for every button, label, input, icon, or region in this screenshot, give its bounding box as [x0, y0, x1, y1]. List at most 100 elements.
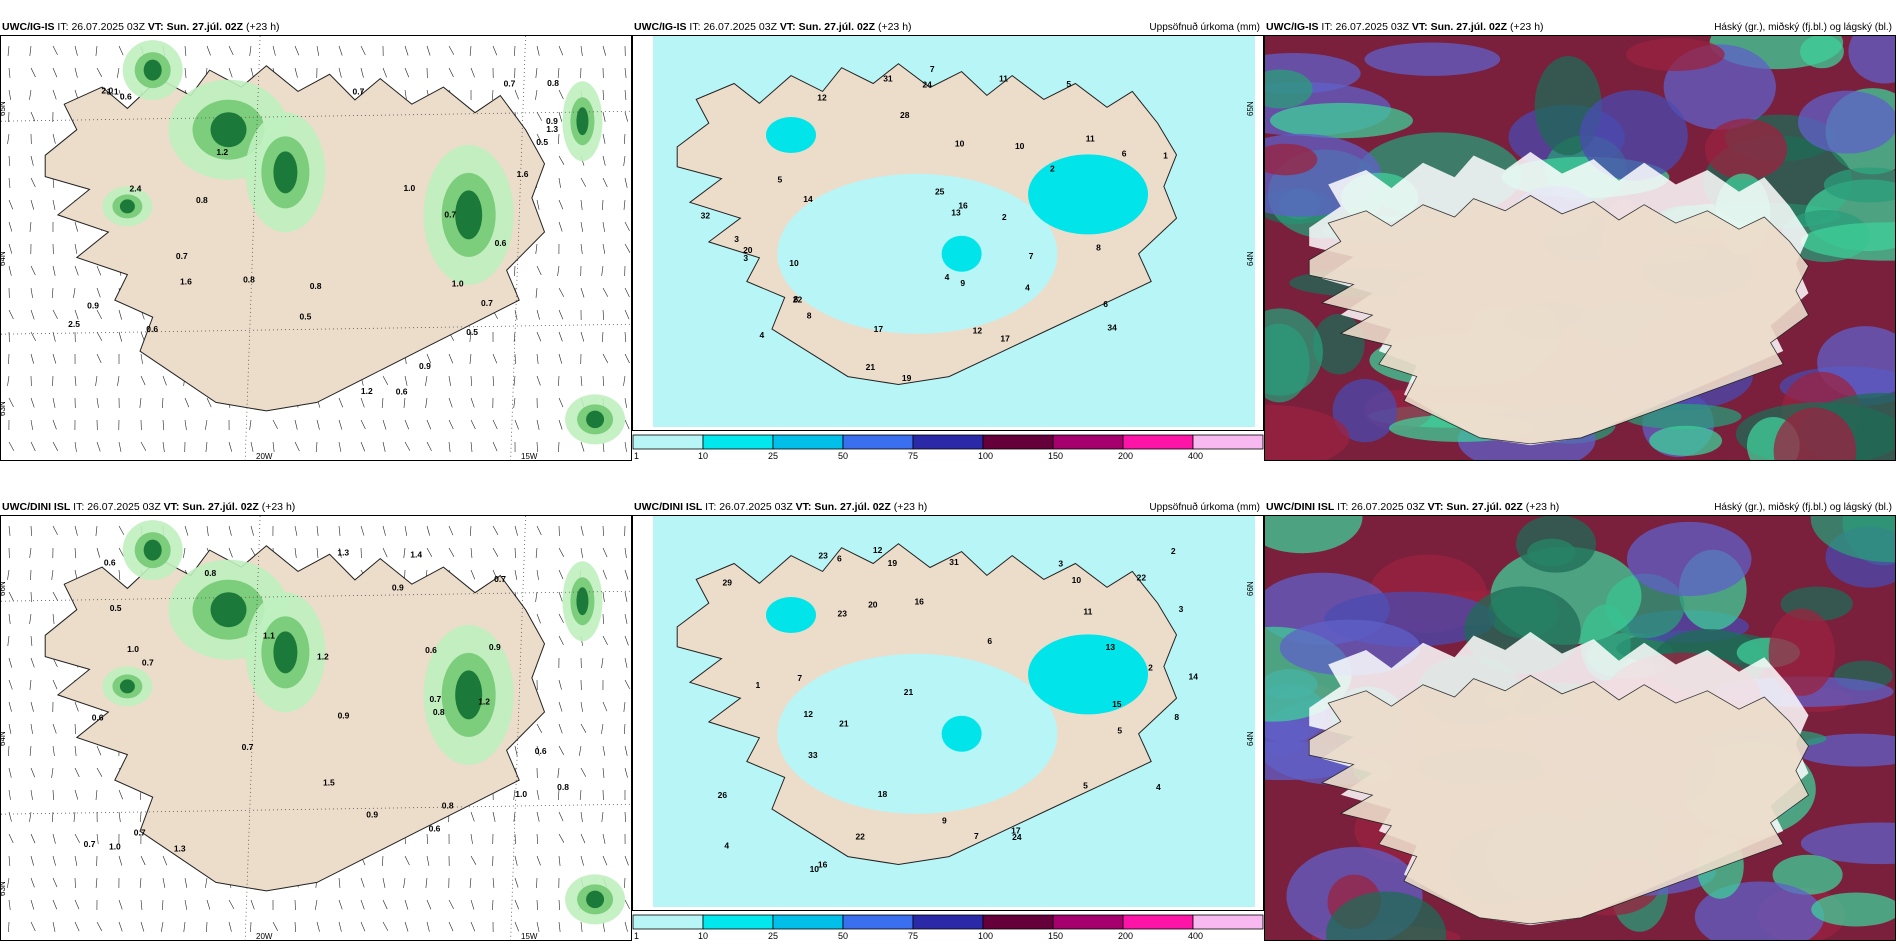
- wind-barb: [514, 419, 519, 430]
- wind-barb: [249, 419, 252, 430]
- wind-barb: [74, 375, 77, 386]
- wind-barb: [624, 569, 629, 580]
- map-value-label: 10: [955, 138, 965, 148]
- map-value-label: 0.5: [110, 603, 122, 613]
- wind-barb: [624, 767, 628, 778]
- longitude-label: 15W: [521, 452, 538, 461]
- wind-barb: [118, 547, 125, 557]
- wind-barb: [514, 921, 519, 932]
- map-panel-bottom-left: UWC/DINI ISL IT: 26.07.2025 03Z VT: Sun.…: [0, 495, 632, 943]
- map-value-label: 21: [866, 362, 876, 372]
- wind-barb: [294, 419, 298, 430]
- cloud-layer-patch: [1265, 323, 1310, 403]
- colorbar-swatch: [912, 434, 984, 450]
- wind-barb: [403, 877, 406, 888]
- wind-barb: [74, 833, 80, 843]
- map-frame: 65N 64N 4 5 12 11 9 14 10 8 6 2 3 7 4 13 19 31 34 32 22 21 17 2…: [632, 35, 1264, 431]
- map-value-label: 28: [900, 110, 910, 120]
- map-value-label: 17: [1011, 825, 1021, 835]
- wind-barb: [294, 67, 298, 78]
- map-value-label: 16: [958, 201, 968, 211]
- wind-barb: [8, 331, 10, 343]
- colorbar-swatch: [632, 434, 704, 450]
- map-value-label: 0.8: [243, 274, 255, 284]
- latitude-label: 64N: [1246, 731, 1255, 746]
- wind-barb: [7, 569, 10, 580]
- wind-barb: [514, 89, 519, 100]
- wind-barb: [338, 441, 342, 452]
- map-canvas: [1265, 516, 1895, 940]
- wind-barb: [139, 877, 142, 888]
- panel-header: UWC/DINI ISL IT: 26.07.2025 03Z VT: Sun.…: [1266, 501, 1559, 514]
- wind-barb: [118, 811, 121, 822]
- wind-barb: [52, 397, 56, 408]
- wind-barb: [448, 45, 455, 55]
- map-value-label: 3: [1058, 558, 1063, 568]
- wind-barb: [95, 375, 98, 386]
- wind-barb: [492, 547, 499, 557]
- wind-barb: [558, 789, 560, 800]
- valid-time: Sun. 27.júl. 02Z: [182, 501, 259, 513]
- wind-barb: [624, 441, 627, 452]
- wind-barb: [580, 767, 587, 777]
- wind-barb: [315, 441, 318, 452]
- wind-barb: [316, 525, 319, 536]
- wind-barb: [536, 789, 540, 800]
- wind-barb: [52, 745, 55, 756]
- wind-barb: [602, 855, 608, 866]
- wind-barb: [492, 811, 496, 822]
- map-value-label: 0.8: [557, 782, 569, 792]
- panel-header: UWC/DINI ISL IT: 26.07.2025 03Z VT: Sun.…: [634, 501, 927, 514]
- map-value-label: 4: [945, 272, 950, 282]
- map-canvas: 65N64N4512119141086237413193134322221172…: [633, 36, 1263, 430]
- wind-barb: [448, 441, 451, 452]
- wind-barb: [448, 353, 454, 364]
- colorbar-label: 150: [1048, 931, 1063, 941]
- map-value-label: 23: [837, 609, 847, 619]
- wind-barb: [492, 877, 495, 888]
- wind-barb: [578, 745, 582, 756]
- map-value-label: 16: [818, 860, 828, 870]
- wind-barb: [469, 45, 472, 56]
- wind-barb: [162, 397, 164, 408]
- map-value-label: 0.7: [134, 827, 146, 837]
- map-value-label: 0.5: [466, 327, 478, 337]
- wind-barb: [8, 789, 11, 800]
- map-value-label: 4: [1025, 282, 1030, 292]
- cloud-layer-patch: [1269, 102, 1413, 139]
- wind-barb: [448, 67, 454, 78]
- wind-barb: [514, 855, 518, 866]
- wind-barb: [536, 199, 540, 210]
- map-value-label: 5: [1083, 780, 1088, 790]
- wind-barb: [558, 419, 563, 430]
- wind-barb: [535, 243, 538, 254]
- wind-barb: [29, 221, 32, 232]
- colorbar-swatch: [982, 914, 1054, 930]
- map-frame: 65N 64N 63N 20W 15W 0.9 1.0 0.7 0.6 0.8 1.2 0.5 2.5 1…: [0, 35, 632, 461]
- wind-barb: [272, 419, 278, 430]
- wind-barb: [30, 701, 34, 712]
- map-value-label: 0.8: [196, 195, 208, 205]
- map-value-label: 0.8: [442, 800, 454, 810]
- wind-barb: [29, 613, 32, 624]
- wind-barb: [404, 419, 410, 430]
- wind-barb: [30, 591, 32, 603]
- map-value-label: 6: [837, 553, 842, 563]
- wind-barb: [8, 679, 13, 690]
- wind-barb: [624, 419, 630, 430]
- wind-barb: [404, 921, 409, 932]
- wind-barb: [118, 899, 123, 910]
- wind-barb: [602, 591, 605, 602]
- wind-barb: [404, 89, 407, 100]
- colorbar-swatch: [842, 434, 914, 450]
- map-value-label: 10: [1015, 141, 1025, 151]
- wind-barb: [602, 155, 606, 166]
- map-value-label: 2: [1050, 164, 1055, 174]
- wind-barb: [74, 899, 80, 910]
- wind-barb: [30, 177, 36, 188]
- map-value-label: 20: [743, 245, 753, 255]
- wind-barb: [425, 375, 428, 386]
- wind-barb: [7, 45, 10, 56]
- map-panel-top-right: UWC/IG-IS IT: 26.07.2025 03Z VT: Sun. 27…: [1264, 15, 1896, 463]
- wind-barb: [580, 331, 585, 342]
